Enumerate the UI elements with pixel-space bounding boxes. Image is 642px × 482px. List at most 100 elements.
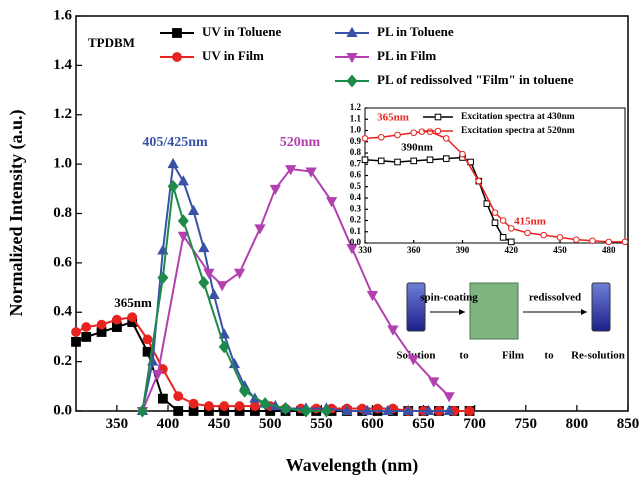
marker — [111, 314, 122, 325]
marker — [300, 404, 312, 418]
marker — [394, 131, 401, 139]
marker — [442, 155, 450, 162]
annotation: 365nm — [377, 112, 409, 124]
marker — [325, 197, 338, 208]
marker — [499, 217, 507, 224]
marker — [507, 238, 515, 246]
x-tick-label: 750 — [515, 416, 538, 432]
marker — [203, 401, 214, 411]
x-tick-label: 500 — [259, 416, 282, 432]
stage-label: Film — [502, 350, 524, 362]
annotation: 365nm — [114, 295, 152, 310]
marker — [407, 355, 419, 366]
marker — [434, 113, 442, 121]
marker — [361, 156, 369, 164]
annotation: TPDBM — [88, 35, 135, 50]
marker — [341, 404, 353, 415]
y-tick-label: 0.4 — [53, 304, 72, 320]
x-tick-label: 600 — [361, 416, 384, 432]
marker — [203, 268, 215, 279]
x-tick-label: 350 — [106, 416, 129, 432]
marker — [499, 234, 507, 241]
marker — [443, 404, 455, 415]
marker — [346, 26, 358, 37]
marker — [426, 156, 434, 164]
x-tick-label: 550 — [310, 416, 333, 432]
marker — [524, 229, 531, 237]
y-tick-label: 0.2 — [53, 353, 72, 369]
vial — [591, 282, 611, 332]
marker — [198, 241, 210, 253]
x-tick-label: 850 — [617, 416, 640, 432]
y-tick-label: 0.3 — [350, 203, 362, 213]
x-axis-title: Wavelength (nm) — [286, 455, 419, 476]
series-line — [141, 186, 327, 412]
y-tick-label: 0.0 — [350, 237, 362, 247]
marker — [366, 290, 379, 302]
marker — [167, 179, 179, 193]
x-tick-label: 420 — [505, 245, 519, 255]
marker — [234, 401, 245, 411]
marker — [589, 237, 596, 245]
marker — [218, 340, 230, 354]
film — [469, 282, 519, 340]
marker — [157, 393, 168, 404]
marker — [177, 214, 189, 228]
x-tick-label: 650 — [412, 416, 435, 432]
marker — [434, 127, 442, 135]
marker — [605, 238, 613, 246]
y-tick-label: 1.6 — [53, 7, 72, 23]
y-tick-label: 0.8 — [53, 205, 72, 221]
marker — [305, 167, 317, 178]
annotation: 520nm — [280, 135, 321, 150]
step-label: spin-coating — [420, 292, 478, 304]
legend-label: PL of redissolved "Film" in toluene — [377, 72, 574, 87]
x-tick-label: 330 — [358, 245, 372, 255]
legend-label: PL in Toluene — [377, 24, 454, 39]
annotation: 390nm — [401, 142, 433, 154]
y-tick-label: 0.5 — [350, 181, 362, 191]
marker — [361, 404, 373, 415]
marker — [208, 288, 220, 299]
stage-label: Re-solution — [571, 350, 625, 362]
y-tick-label: 0.9 — [350, 136, 362, 146]
annotation: 405/425nm — [142, 135, 208, 150]
y-tick-label: 0.0 — [53, 402, 72, 418]
marker — [280, 402, 292, 416]
marker — [377, 157, 385, 165]
marker — [540, 231, 548, 239]
marker — [320, 404, 332, 418]
legend-label: Excitation spectra at 520nm — [461, 126, 575, 136]
marker — [188, 398, 199, 409]
marker — [173, 406, 184, 416]
legend-label: PL in Film — [377, 48, 436, 63]
marker — [346, 53, 358, 64]
x-tick-label: 700 — [463, 416, 486, 432]
y-tick-label: 1.2 — [350, 102, 362, 112]
marker — [127, 312, 138, 323]
y-tick-label: 1.1 — [350, 113, 362, 123]
marker — [269, 184, 281, 196]
marker — [428, 377, 440, 388]
annotation: 415nm — [514, 216, 546, 228]
x-tick-label: 480 — [602, 245, 616, 255]
y-tick-label: 0.6 — [53, 254, 72, 270]
arrow-head — [581, 309, 587, 315]
marker — [71, 327, 81, 337]
marker — [81, 332, 92, 342]
marker — [71, 336, 81, 347]
marker — [152, 369, 164, 381]
legend-label: UV in Film — [202, 48, 264, 63]
stage-label: to — [459, 350, 469, 362]
marker — [233, 268, 246, 279]
y-tick-label: 0.8 — [350, 147, 362, 157]
marker — [136, 404, 148, 418]
legend-label: Excitation spectra at 430nm — [461, 112, 575, 122]
marker — [410, 129, 418, 137]
y-tick-label: 0.1 — [350, 226, 362, 236]
marker — [254, 224, 266, 235]
y-tick-label: 0.2 — [350, 215, 362, 225]
marker — [572, 236, 580, 243]
